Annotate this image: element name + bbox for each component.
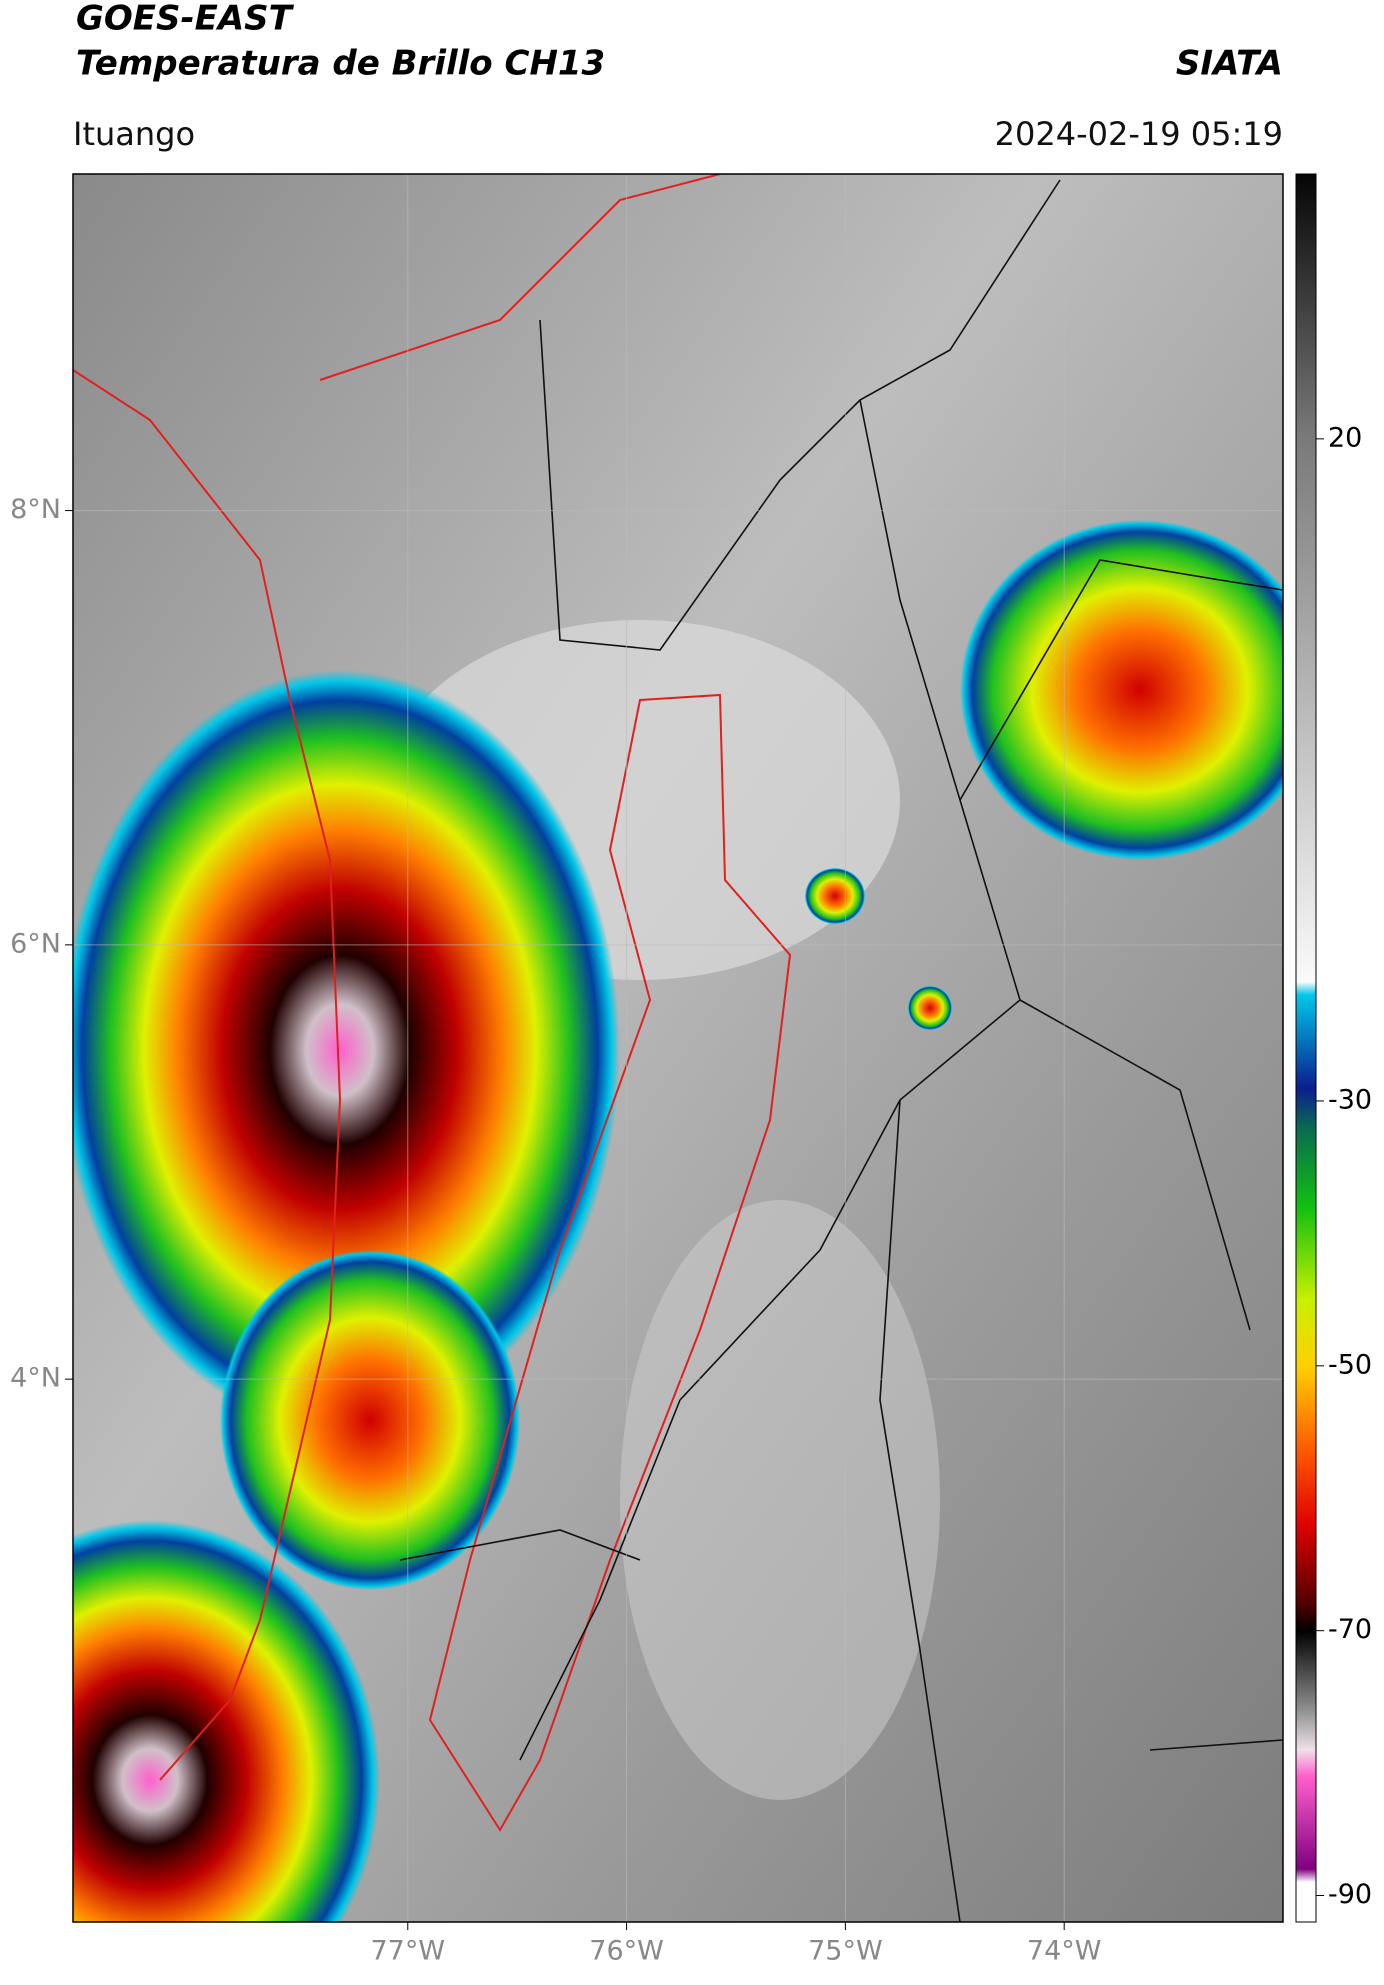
map-frame (72, 173, 1284, 1923)
subtitle: Temperatura de Brillo CH13 (76, 44, 605, 84)
colorbar-tick-label: 20 (1328, 422, 1362, 453)
y-tick-label: 6°N (10, 928, 61, 959)
storm-cell (908, 986, 952, 1030)
source: SIATA (1176, 44, 1283, 84)
storm-cell (220, 1250, 520, 1590)
y-tick-label: 8°N (10, 494, 61, 525)
colorbar-tick-label: -50 (1328, 1349, 1372, 1380)
x-tick-label: 75°W (808, 1936, 883, 1967)
storm-cell (73, 670, 620, 1430)
x-tick-label: 74°W (1027, 1936, 1102, 1967)
x-tick-label: 76°W (589, 1936, 664, 1967)
location: Ituango (73, 115, 195, 153)
title: GOES-EAST (76, 0, 295, 39)
datetime: 2024-02-19 05:19 (995, 115, 1283, 153)
colorbar-tick-label: -70 (1328, 1614, 1372, 1645)
colorbar-tick-label: -30 (1328, 1084, 1372, 1115)
admin-boundary (399, 179, 1283, 1922)
cloud-field (620, 1200, 940, 1800)
x-tick-label: 77°W (370, 1936, 445, 1967)
colorbar-tick-label: -90 (1328, 1879, 1372, 1910)
storm-cell (960, 520, 1283, 860)
storm-cell (73, 1520, 380, 1922)
colorbar (1295, 173, 1317, 1923)
coastline (73, 369, 342, 1781)
storm-cell (805, 868, 865, 924)
coastline (319, 174, 721, 381)
region-boundary (428, 693, 792, 1832)
y-tick-label: 4°N (10, 1363, 61, 1394)
map-image (73, 174, 1283, 1922)
